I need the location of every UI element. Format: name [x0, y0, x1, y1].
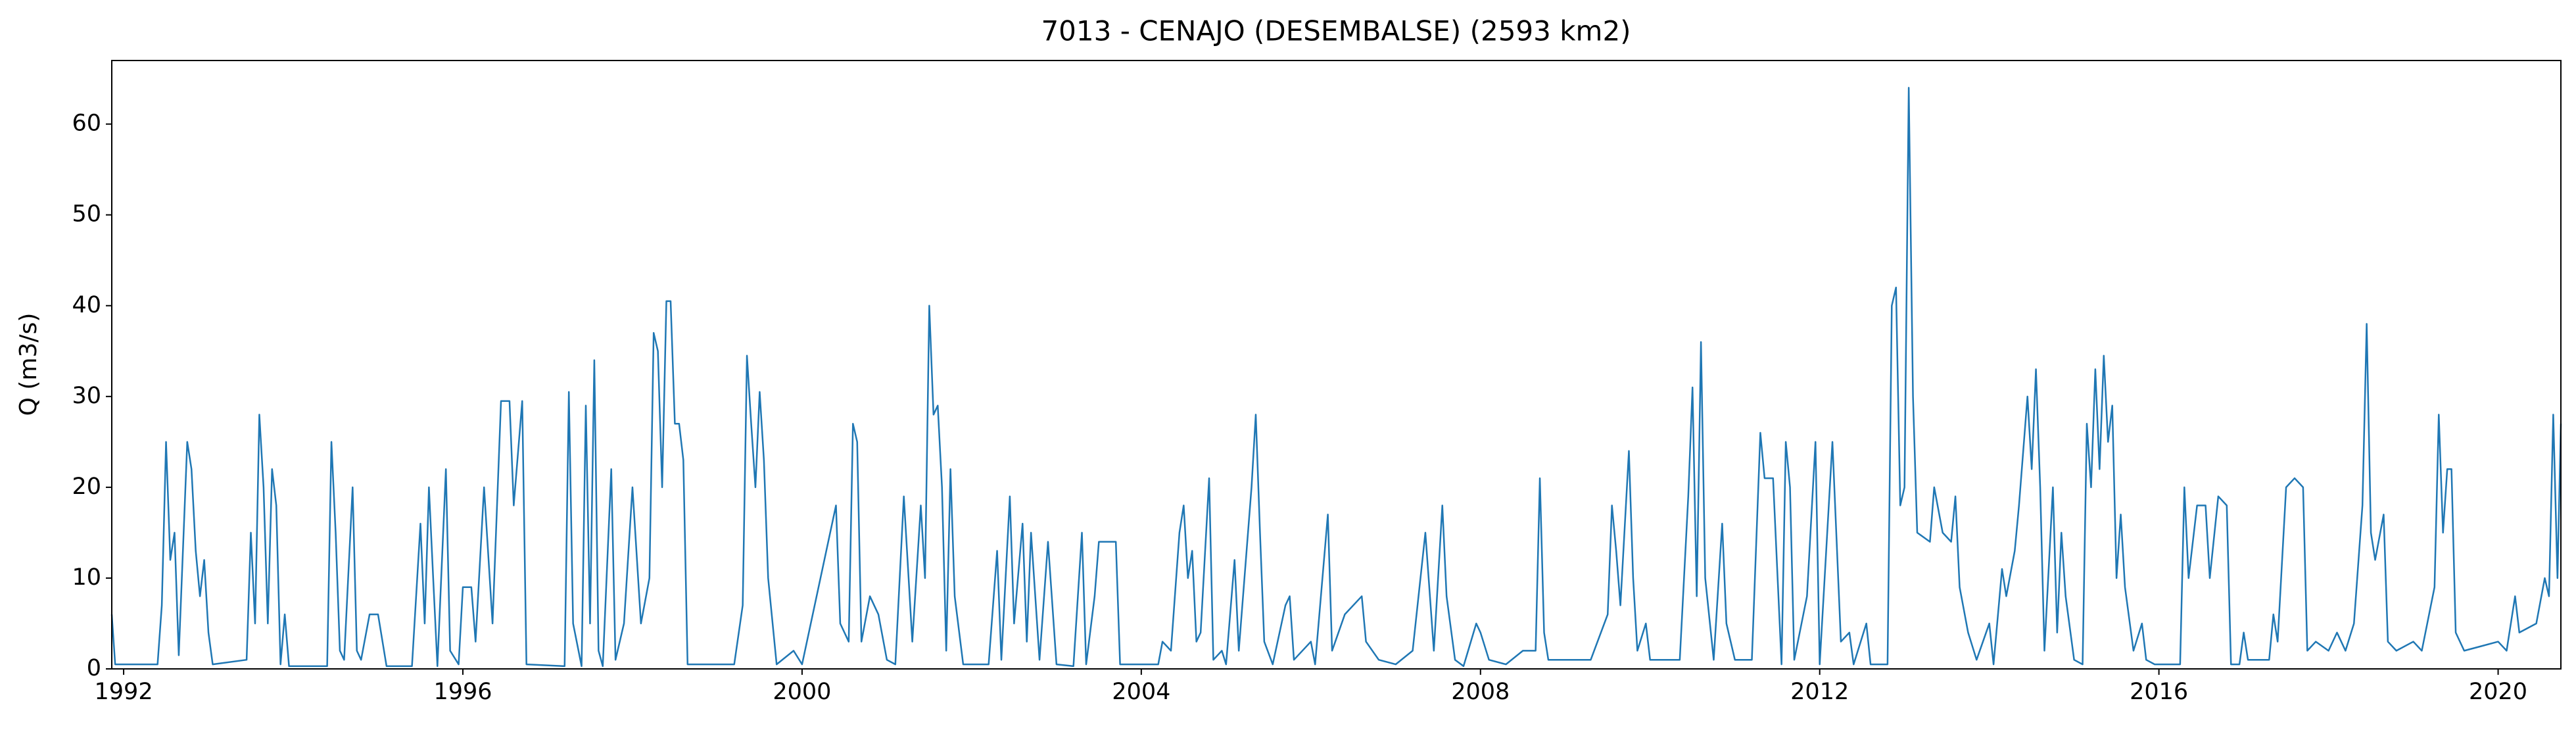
y-axis-label: Q (m3/s)	[15, 313, 42, 416]
y-tick-label: 20	[72, 474, 101, 500]
y-tick-label: 50	[72, 201, 101, 228]
y-tick-label: 60	[72, 110, 101, 137]
x-tick-label: 1996	[433, 679, 492, 705]
x-tick-label: 1992	[95, 679, 153, 705]
x-tick-label: 2000	[773, 679, 831, 705]
y-tick-label: 0	[87, 655, 101, 681]
x-tick-label: 2020	[2469, 679, 2527, 705]
flow-line	[110, 87, 2562, 668]
chart-title: 7013 - CENAJO (DESEMBALSE) (2593 km2)	[1041, 15, 1631, 47]
x-tick-label: 2016	[2130, 679, 2188, 705]
y-tick-label: 10	[72, 564, 101, 591]
x-tick-label: 2004	[1112, 679, 1170, 705]
plot-frame	[111, 60, 2562, 670]
y-tick-label: 40	[72, 292, 101, 318]
x-tick-label: 2008	[1451, 679, 1510, 705]
y-tick-label: 30	[72, 383, 101, 409]
x-tick-label: 2012	[1790, 679, 1849, 705]
